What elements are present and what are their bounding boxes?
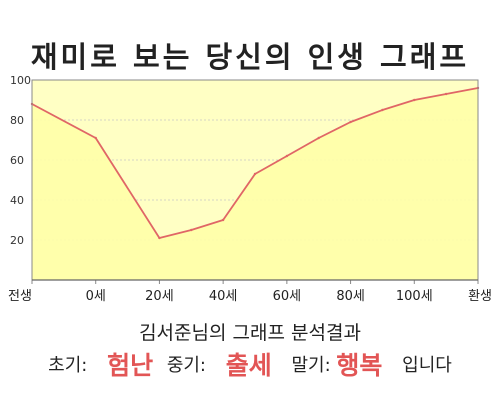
x-tick-label-0: 전생 [8,289,32,304]
y-tick-label-3: 40 [10,194,24,207]
x-tick-label-3: 40세 [209,289,238,304]
chart-title: 재미로 보는 당신의 인생 그래프 [30,40,470,74]
data-point-3 [190,228,193,232]
mid-value: 출세 [225,351,272,380]
data-point-10 [413,98,416,102]
late-label: 말기: [291,355,331,376]
mid-label: 중기: [166,355,206,376]
x-tick-label-5: 80세 [336,289,365,304]
x-tick-label-2: 20세 [145,289,174,304]
x-tick-label-7: 환생 [468,289,492,304]
result-summary: 초기: 험난 중기: 출세 말기: 행복 입니다 [0,346,500,382]
data-point-7 [317,136,320,140]
data-point-11 [444,92,448,96]
data-point-4 [221,218,225,222]
data-point-8 [349,120,352,124]
early-label: 초기: [48,355,88,376]
x-tick-label-6: 100세 [396,289,433,304]
x-tick-label-4: 60세 [273,289,302,304]
data-point-1 [94,136,97,140]
data-point-2 [158,236,161,240]
late-value: 행복 [336,351,383,380]
result-title: 김서준님의 그래프 분석결과 [139,322,361,344]
data-point-9 [381,108,384,112]
y-tick-label-1: 80 [10,114,24,127]
y-tick-label-0: 100 [10,74,31,87]
y-tick-label-4: 20 [10,234,24,247]
data-point-6 [285,154,289,158]
early-value: 험난 [107,351,154,380]
y-tick-label-2: 60 [10,154,24,167]
data-point-5 [253,172,257,176]
x-tick-label-1: 0세 [86,289,106,304]
series-area [32,88,478,280]
result-suffix: 입니다 [402,355,452,376]
